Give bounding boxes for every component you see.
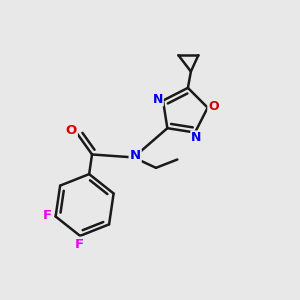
Text: O: O	[66, 124, 77, 137]
Text: O: O	[208, 100, 219, 113]
Text: N: N	[191, 131, 202, 144]
Text: F: F	[43, 208, 52, 221]
Text: N: N	[130, 149, 141, 162]
Text: N: N	[152, 93, 163, 106]
Text: F: F	[75, 238, 84, 251]
